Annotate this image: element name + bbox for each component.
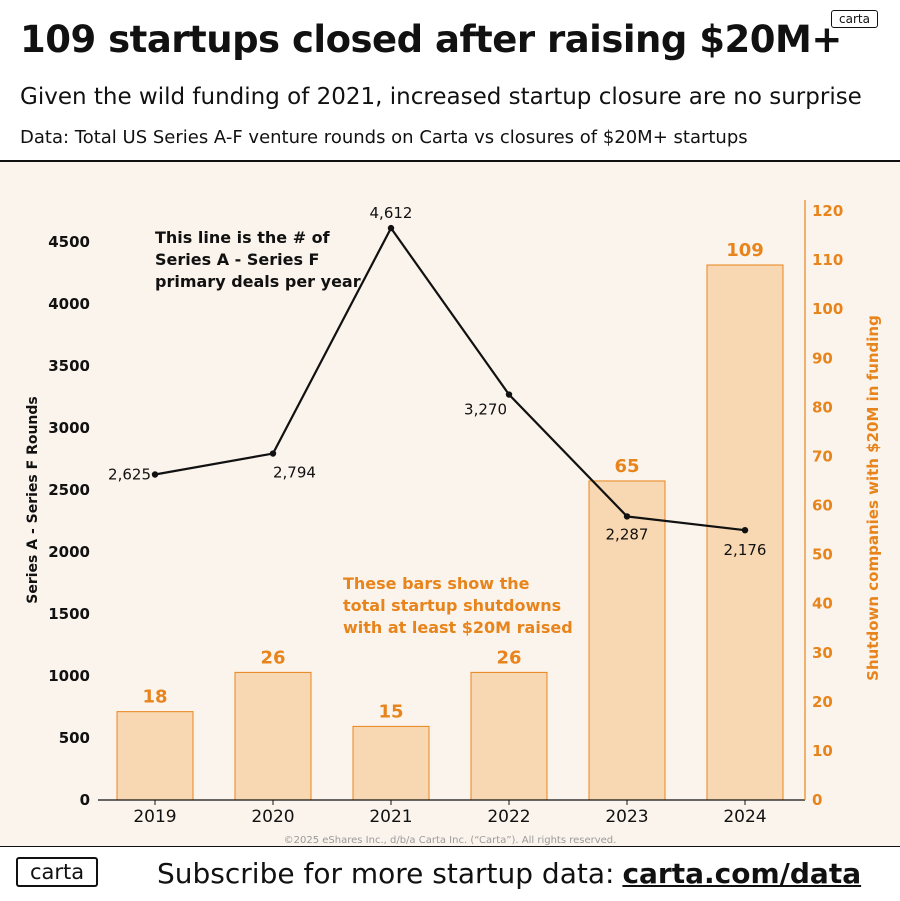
line-label-2020: 2,794 — [273, 464, 316, 482]
carta-logo-bottom[interactable]: carta — [16, 857, 99, 887]
bar-2022 — [470, 671, 548, 801]
subscribe-label: Subscribe for more startup data: — [157, 857, 615, 890]
x-tick-2021: 2021 — [369, 807, 412, 827]
bar-label-2020: 26 — [260, 647, 285, 668]
y-left-tick-1500: 1500 — [48, 605, 90, 623]
y-right-tick-20: 20 — [812, 693, 833, 711]
y-right-tick-70: 70 — [812, 447, 833, 465]
line-label-2019: 2,625 — [108, 466, 151, 484]
bar-2019 — [116, 711, 194, 801]
subscribe-text: Subscribe for more startup data: carta.co… — [157, 857, 861, 890]
y-right-tick-40: 40 — [812, 595, 833, 613]
x-tick-2019: 2019 — [133, 807, 176, 827]
bar-2020 — [234, 671, 312, 801]
bar-annotation-2: with at least $20M raised — [343, 618, 573, 637]
bar-2021 — [352, 725, 430, 801]
y-right-tick-0: 0 — [812, 791, 822, 809]
line-label-2024: 2,176 — [724, 541, 767, 559]
bar-label-2023: 65 — [614, 456, 639, 477]
bar-label-2022: 26 — [496, 647, 521, 668]
line-point-2022 — [505, 391, 513, 398]
x-tick-2024: 2024 — [723, 807, 766, 827]
axes-group: 0 500 1000 1500 2000 2500 3000 3500 4000 4500 0 10 2… — [25, 200, 882, 827]
bar-annotation-0: These bars show the — [343, 574, 530, 593]
bar-label-2019: 18 — [142, 687, 167, 708]
y-right-tick-50: 50 — [812, 546, 833, 564]
line-point-2021 — [387, 224, 395, 232]
y-left-tick-1000: 1000 — [48, 667, 90, 685]
bars-group — [116, 264, 784, 801]
y-left-tick-3000: 3000 — [48, 419, 90, 437]
y-left-tick-4000: 4000 — [48, 295, 90, 313]
y-left-tick-0: 0 — [80, 791, 90, 809]
y-right-tick-80: 80 — [812, 398, 833, 416]
page-title: 109 startups closed after raising $20M+ — [20, 18, 842, 61]
y-left-title: Series A - Series F Rounds — [25, 396, 41, 603]
line-point-2020 — [269, 450, 277, 457]
y-left-tick-4500: 4500 — [48, 233, 90, 251]
y-right-tick-100: 100 — [812, 300, 843, 318]
subscribe-link[interactable]: carta.com/data — [622, 857, 862, 890]
labels-group: 18 26 15 26 65 109 2,625 2,794 4,612 3,270 2,287 2,… — [108, 204, 766, 845]
line-annotation-2: primary deals per year — [155, 272, 361, 291]
combo-chart: 0 500 1000 1500 2000 2500 3000 3500 4000 4500 0 10 2… — [25, 200, 882, 845]
y-left-tick-2500: 2500 — [48, 481, 90, 499]
y-right-tick-90: 90 — [812, 349, 833, 367]
header: 109 startups closed after raising $20M+ … — [0, 0, 900, 160]
y-right-title: Shutdown companies with $20M in funding — [864, 315, 882, 681]
line-label-2021: 4,612 — [370, 204, 413, 222]
y-right-tick-110: 110 — [812, 251, 843, 269]
data-note: Data: Total US Series A-F venture rounds… — [20, 127, 748, 148]
x-tick-2023: 2023 — [605, 807, 648, 827]
header-divider — [0, 160, 900, 162]
y-left-tick-2000: 2000 — [48, 543, 90, 561]
line-point-2019 — [151, 471, 159, 478]
bar-label-2021: 15 — [378, 701, 403, 722]
y-right-tick-60: 60 — [812, 497, 833, 515]
carta-logo-top[interactable]: carta — [831, 10, 878, 28]
line-annotation-0: This line is the # of — [155, 228, 331, 247]
subtitle: Given the wild funding of 2021, increase… — [20, 84, 862, 110]
y-right-tick-30: 30 — [812, 644, 833, 662]
x-tick-2020: 2020 — [251, 807, 294, 827]
deals-line — [154, 226, 746, 532]
bar-annotation-1: total startup shutdowns — [343, 596, 561, 615]
y-left-tick-3500: 3500 — [48, 357, 90, 375]
line-point-2024 — [741, 526, 749, 534]
copyright: ©2025 eShares Inc., d/b/a Carta Inc. (“C… — [284, 835, 617, 845]
y-right-tick-10: 10 — [812, 742, 833, 760]
footer: carta Subscribe for more startup data: ca… — [0, 846, 900, 901]
line-group — [151, 224, 749, 534]
bar-2023 — [588, 480, 666, 801]
x-tick-2022: 2022 — [487, 807, 530, 827]
line-annotation-1: Series A - Series F — [155, 250, 319, 269]
line-label-2023: 2,287 — [606, 525, 649, 543]
y-left-tick-500: 500 — [59, 729, 90, 747]
line-label-2022: 3,270 — [464, 401, 507, 419]
line-point-2023 — [623, 513, 631, 520]
y-right-tick-120: 120 — [812, 202, 843, 220]
bar-label-2024: 109 — [726, 240, 764, 261]
